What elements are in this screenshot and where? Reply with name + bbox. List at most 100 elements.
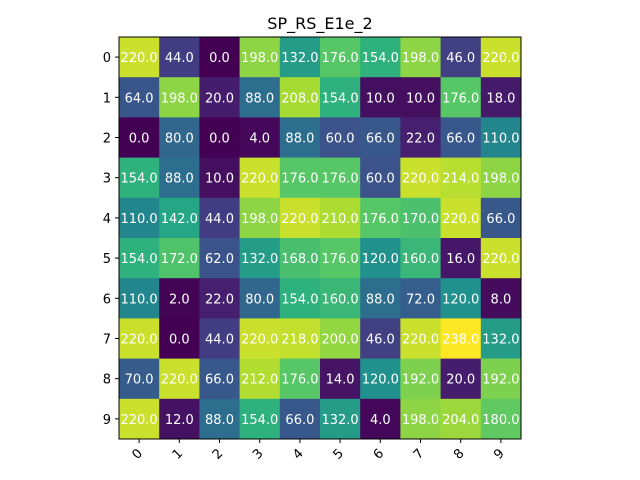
heatmap-cell <box>440 77 482 118</box>
cell-value-label: 46.0 <box>366 333 395 348</box>
heatmap-cell <box>199 398 241 440</box>
cell-value-label: 132.0 <box>321 413 358 428</box>
cell-value-label: 214.0 <box>442 172 479 187</box>
heatmap-cell <box>320 197 361 239</box>
heatmap-cell <box>159 117 200 159</box>
heatmap-cell <box>119 197 160 239</box>
heatmap-cell <box>159 37 200 78</box>
cell-value-label: 4.0 <box>370 413 391 428</box>
cell-value-label: 66.0 <box>486 212 515 227</box>
cell-value-label: 44.0 <box>165 51 194 66</box>
x-tick-label: 9 <box>491 446 507 462</box>
cell-value-label: 198.0 <box>482 172 519 187</box>
cell-value-label: 168.0 <box>281 252 318 267</box>
cell-value-label: 132.0 <box>281 51 318 66</box>
cell-value-label: 60.0 <box>326 132 355 147</box>
heatmap-cell <box>440 358 482 400</box>
y-tick-label: 9 <box>103 413 111 428</box>
cell-value-label: 198.0 <box>241 51 278 66</box>
heatmap-cell <box>360 37 401 78</box>
heatmap-cell <box>400 77 442 118</box>
cell-value-label: 176.0 <box>281 172 318 187</box>
cell-value-label: 88.0 <box>245 91 274 106</box>
cell-value-label: 176.0 <box>321 252 358 267</box>
heatmap-cell <box>279 358 321 400</box>
cell-value-label: 204.0 <box>442 413 479 428</box>
cell-value-label: 12.0 <box>165 413 194 428</box>
cell-value-label: 176.0 <box>321 51 358 66</box>
heatmap-cell <box>279 37 321 78</box>
cell-value-label: 220.0 <box>442 212 479 227</box>
heatmap-cell <box>119 398 160 440</box>
heatmap-cell <box>360 278 401 319</box>
heatmap-cell <box>320 318 361 360</box>
cell-value-label: 44.0 <box>205 333 234 348</box>
heatmap-cell <box>239 238 281 279</box>
heatmap-cell <box>199 117 241 159</box>
heatmap-cell <box>440 197 482 239</box>
heatmap-cell <box>119 278 160 319</box>
heatmap-cell <box>480 358 522 400</box>
cell-value-label: 192.0 <box>482 373 519 388</box>
cell-value-label: 176.0 <box>281 373 318 388</box>
heatmap-cell <box>119 157 160 199</box>
cell-value-label: 46.0 <box>446 51 475 66</box>
heatmap-cell <box>239 358 281 400</box>
cell-value-label: 80.0 <box>245 292 274 307</box>
heatmap-cell <box>159 278 200 319</box>
heatmap-cell <box>279 77 321 118</box>
heatmap-cell <box>239 318 281 360</box>
heatmap-cell <box>279 238 321 279</box>
heatmap-cell <box>400 318 442 360</box>
cell-value-label: 0.0 <box>209 132 230 147</box>
cell-value-label: 4.0 <box>249 132 270 147</box>
heatmap-cell <box>400 358 442 400</box>
heatmap-cell <box>239 157 281 199</box>
cell-value-label: 44.0 <box>205 212 234 227</box>
cell-value-label: 88.0 <box>165 172 194 187</box>
cell-value-label: 0.0 <box>169 333 190 348</box>
cell-value-label: 212.0 <box>241 373 278 388</box>
y-tick-label: 4 <box>103 212 111 227</box>
x-tick-label: 6 <box>371 446 387 462</box>
cell-value-label: 132.0 <box>482 333 519 348</box>
cell-value-label: 160.0 <box>402 252 439 267</box>
cell-value-label: 220.0 <box>120 413 157 428</box>
cell-value-label: 238.0 <box>442 333 479 348</box>
cell-value-label: 120.0 <box>442 292 479 307</box>
heatmap-cell <box>119 358 160 400</box>
cell-value-label: 22.0 <box>205 292 234 307</box>
heatmap-cell <box>199 278 241 319</box>
heatmap-cells: 220.0 44.0 0.0 198.0 132.0 176.0 154.0 198.0 46.… <box>119 37 522 440</box>
y-tick-label: 7 <box>103 333 111 348</box>
cell-value-label: 142.0 <box>161 212 198 227</box>
cell-value-label: 198.0 <box>402 413 439 428</box>
heatmap-cell <box>480 278 522 319</box>
heatmap-cell <box>119 318 160 360</box>
y-tick-label: 0 <box>103 51 111 66</box>
cell-value-label: 16.0 <box>446 252 475 267</box>
x-tick-label: 0 <box>129 446 145 462</box>
y-tick-label: 6 <box>103 292 111 307</box>
heatmap-cell <box>360 197 401 239</box>
cell-value-label: 8.0 <box>491 292 512 307</box>
heatmap-cell <box>159 318 200 360</box>
y-tick-label: 3 <box>103 172 111 187</box>
heatmap-cell <box>320 278 361 319</box>
heatmap-cell <box>279 197 321 239</box>
cell-value-label: 220.0 <box>402 333 439 348</box>
cell-value-label: 220.0 <box>482 51 519 66</box>
heatmap-cell <box>400 117 442 159</box>
heatmap-cell <box>239 398 281 440</box>
heatmap-cell <box>480 398 522 440</box>
plot-frame <box>118 36 522 440</box>
heatmap-cell <box>440 278 482 319</box>
heatmap-cell <box>360 77 401 118</box>
heatmap-cell <box>360 117 401 159</box>
x-tick-label: 2 <box>210 446 226 462</box>
heatmap-cell <box>480 318 522 360</box>
heatmap-cell <box>360 157 401 199</box>
heatmap-cell <box>159 398 200 440</box>
heatmap-cell <box>320 358 361 400</box>
